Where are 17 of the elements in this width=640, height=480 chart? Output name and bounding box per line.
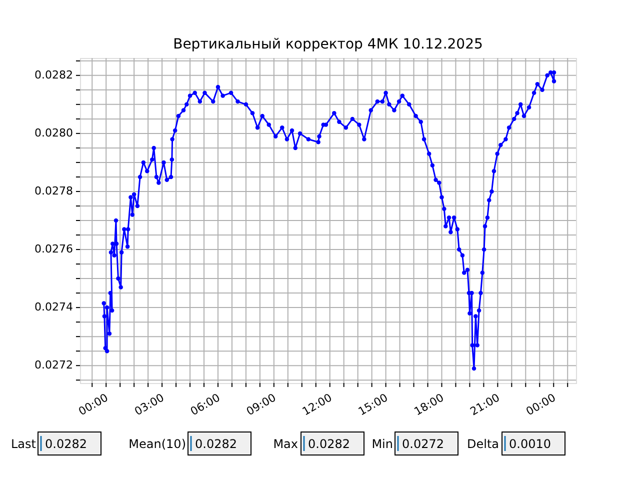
text: 0.0282 (195, 437, 237, 451)
text: Max (273, 437, 298, 451)
text: 0.0272 (402, 437, 444, 451)
text: Mean(10) (128, 437, 186, 451)
text: 0.0282 (308, 437, 350, 451)
chart-title: Вертикальный корректор 4МК 10.12.2025 (173, 36, 483, 52)
y-tick-label: 0.0278 (34, 184, 73, 198)
y-tick-label: 0.0272 (34, 358, 73, 372)
text: Last (11, 437, 36, 451)
text: Min (372, 437, 393, 451)
y-tick-label: 0.0280 (34, 126, 73, 140)
y-tick-label: 0.0276 (34, 242, 73, 256)
text: 0.0010 (509, 437, 551, 451)
text: 0.0282 (45, 437, 87, 451)
text: Delta (466, 437, 499, 451)
y-tick-label: 0.0274 (34, 300, 73, 314)
y-tick-label: 0.0282 (34, 68, 73, 82)
